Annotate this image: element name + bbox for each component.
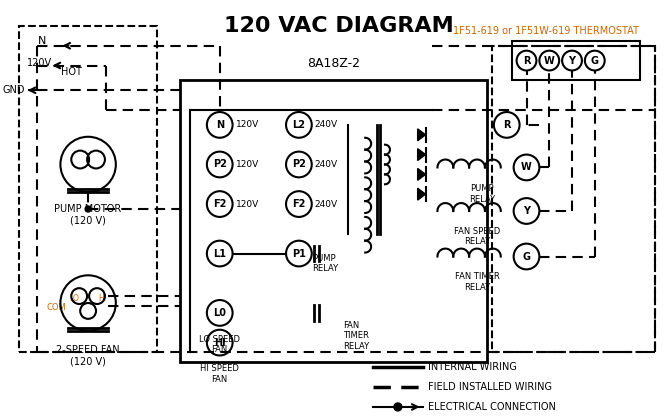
Text: P2: P2 xyxy=(292,160,306,169)
Bar xyxy=(19,26,157,352)
Text: 2-SPEED FAN
(120 V): 2-SPEED FAN (120 V) xyxy=(56,344,120,366)
Text: F2: F2 xyxy=(292,199,306,209)
Text: PUMP MOTOR
(120 V): PUMP MOTOR (120 V) xyxy=(54,204,122,226)
Text: 240V: 240V xyxy=(315,160,338,169)
Text: 120V: 120V xyxy=(236,120,259,129)
Text: 8A18Z-2: 8A18Z-2 xyxy=(307,57,360,70)
Text: 120V: 120V xyxy=(236,160,259,169)
Polygon shape xyxy=(417,188,425,200)
Text: W: W xyxy=(521,163,532,173)
Text: R: R xyxy=(523,56,530,65)
Text: HI SPEED
FAN: HI SPEED FAN xyxy=(200,365,239,384)
Text: Y: Y xyxy=(569,56,576,65)
Text: INTERNAL WIRING: INTERNAL WIRING xyxy=(427,362,517,372)
Text: FAN TIMER
RELAY: FAN TIMER RELAY xyxy=(455,272,499,292)
Polygon shape xyxy=(417,168,425,180)
Text: LO: LO xyxy=(69,294,79,303)
Text: HI: HI xyxy=(214,338,226,348)
Text: W: W xyxy=(544,56,555,65)
Text: FAN
TIMER
RELAY: FAN TIMER RELAY xyxy=(344,321,370,351)
Bar xyxy=(512,41,641,80)
Text: 240V: 240V xyxy=(315,199,338,209)
Bar xyxy=(492,46,655,352)
Text: GND: GND xyxy=(2,85,25,95)
Text: Y: Y xyxy=(523,206,530,216)
Text: LO SPEED
FAN: LO SPEED FAN xyxy=(199,335,241,354)
Text: 1F51-619 or 1F51W-619 THERMOSTAT: 1F51-619 or 1F51W-619 THERMOSTAT xyxy=(454,26,639,36)
Circle shape xyxy=(85,206,91,212)
Text: P1: P1 xyxy=(292,248,306,259)
Text: L1: L1 xyxy=(213,248,226,259)
Text: P2: P2 xyxy=(213,160,226,169)
Text: G: G xyxy=(523,251,531,261)
Polygon shape xyxy=(417,149,425,160)
Bar xyxy=(180,80,487,362)
Text: 120 VAC DIAGRAM: 120 VAC DIAGRAM xyxy=(224,16,454,36)
Text: L0: L0 xyxy=(213,308,226,318)
Text: 120V: 120V xyxy=(236,199,259,209)
Circle shape xyxy=(394,403,402,411)
Polygon shape xyxy=(417,129,425,141)
Text: COM: COM xyxy=(47,303,66,313)
Text: 120V: 120V xyxy=(27,57,52,67)
Text: FAN SPEED
RELAY: FAN SPEED RELAY xyxy=(454,227,500,246)
Text: PUMP
RELAY: PUMP RELAY xyxy=(312,254,338,273)
Text: FIELD INSTALLED WIRING: FIELD INSTALLED WIRING xyxy=(427,382,551,392)
Text: HI: HI xyxy=(98,294,106,303)
Text: 240V: 240V xyxy=(315,120,338,129)
Text: ELECTRICAL CONNECTION: ELECTRICAL CONNECTION xyxy=(427,402,555,412)
Text: R: R xyxy=(503,120,511,130)
Text: G: G xyxy=(591,56,599,65)
Text: L2: L2 xyxy=(292,120,306,130)
Text: N: N xyxy=(216,120,224,130)
Text: PUMP
RELAY: PUMP RELAY xyxy=(469,184,495,204)
Text: N: N xyxy=(38,36,46,46)
Text: F2: F2 xyxy=(213,199,226,209)
Text: HOT: HOT xyxy=(62,67,82,78)
